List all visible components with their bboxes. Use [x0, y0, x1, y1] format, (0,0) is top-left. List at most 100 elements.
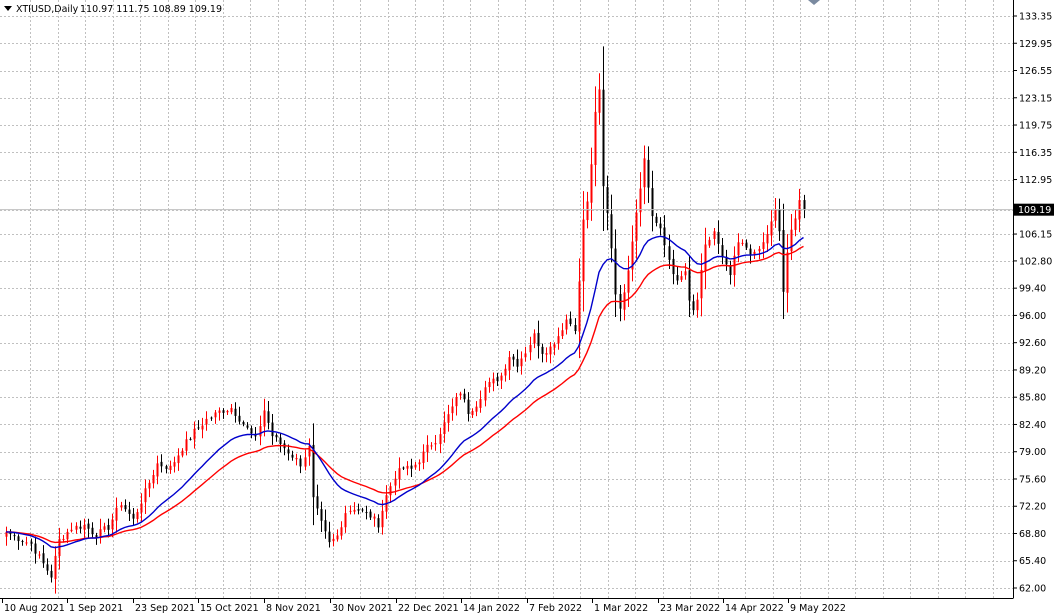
candle-body	[614, 248, 617, 295]
candle-body	[320, 509, 323, 521]
candle-body	[762, 242, 765, 249]
candle-body	[160, 461, 163, 467]
candle-body	[676, 275, 679, 281]
plot-area[interactable]	[0, 0, 1013, 598]
candle-body	[70, 529, 73, 532]
slow-moving-average-line	[5, 245, 804, 544]
ohlc-values: 110.97 111.75 108.89 109.19	[80, 4, 222, 15]
candle-body	[741, 242, 744, 244]
candle-body	[83, 525, 86, 530]
candle-body	[766, 234, 769, 244]
price-axis-label: 99.40	[1019, 284, 1046, 295]
candle-body	[398, 468, 401, 480]
candle-body	[246, 425, 249, 428]
candle-body	[103, 526, 106, 530]
candle-body	[586, 201, 589, 221]
candle-body	[25, 542, 28, 544]
candle-body	[189, 438, 192, 440]
candle-body	[332, 538, 335, 542]
candle-body	[704, 244, 707, 272]
candle-body	[582, 219, 585, 282]
price-axis-label: 85.80	[1019, 393, 1046, 404]
candle-body	[361, 509, 364, 511]
price-axis-label: 68.80	[1019, 529, 1046, 540]
candle-body	[140, 503, 143, 513]
candle-body	[124, 505, 127, 510]
candle-body	[144, 488, 147, 503]
candle-body	[520, 358, 523, 367]
chart-shift-marker-icon[interactable]	[808, 0, 820, 5]
candle-body	[152, 475, 155, 484]
candle-body	[177, 455, 180, 464]
candle-body	[181, 450, 184, 456]
candle-body	[516, 358, 519, 367]
candle-body	[725, 256, 728, 265]
current-price-tag: 109.19	[1014, 203, 1054, 216]
current-price-tag-text: 109.19	[1018, 205, 1051, 216]
candle-body	[708, 239, 711, 246]
candle-body	[389, 486, 392, 496]
candle-body	[545, 353, 548, 355]
time-axis-label: 7 Feb 2022	[529, 603, 582, 614]
candle-body	[463, 393, 466, 400]
candle-body	[414, 464, 417, 468]
candle-body	[107, 525, 110, 530]
candle-body	[250, 428, 253, 434]
price-axis-label: 126.55	[1019, 66, 1052, 77]
candle-body	[590, 164, 593, 203]
candle-body	[631, 241, 634, 270]
candle-body	[537, 332, 540, 347]
candle-body	[238, 415, 241, 422]
candle-body	[304, 457, 307, 467]
candle-body	[569, 318, 572, 325]
time-axis-label: 30 Nov 2021	[332, 603, 393, 614]
candle-body	[700, 269, 703, 299]
candle-body	[295, 457, 298, 460]
candle-body	[696, 299, 699, 311]
candle-body	[529, 344, 532, 353]
candle-body	[230, 407, 233, 413]
candle-body	[745, 242, 748, 248]
chart-menu-arrow-icon[interactable]	[4, 6, 12, 11]
candle-body	[565, 319, 568, 330]
candle-body	[737, 242, 740, 256]
candle-body	[692, 301, 695, 311]
candle-body	[778, 209, 781, 232]
candle-body	[479, 399, 482, 408]
candle-body	[165, 466, 168, 469]
candle-body	[115, 507, 118, 521]
candle-body	[598, 89, 601, 113]
price-axis-label: 65.40	[1019, 556, 1046, 567]
candle-body	[434, 443, 437, 445]
candle-body	[496, 377, 499, 381]
candle-body	[173, 462, 176, 467]
candle-body	[99, 529, 102, 539]
candle-body	[185, 439, 188, 451]
candle-body	[803, 200, 806, 210]
time-axis-label: 14 Jan 2022	[463, 603, 520, 614]
candle-body	[62, 538, 65, 541]
candle-body	[643, 158, 646, 188]
candle-body	[340, 527, 343, 536]
candle-body	[120, 505, 123, 508]
candle-body	[578, 281, 581, 332]
candle-body	[488, 381, 491, 388]
candle-body	[729, 265, 732, 276]
time-axis-label: 23 Mar 2022	[660, 603, 720, 614]
candle-body	[524, 353, 527, 358]
candle-body	[357, 509, 360, 511]
candle-body	[75, 525, 78, 530]
candle-body	[508, 357, 511, 371]
candle-body	[197, 427, 200, 429]
candle-body	[218, 410, 221, 413]
candle-body	[369, 511, 372, 518]
price-axis-labels: 133.35 129.95 126.55 123.15 119.75 116.35 112.…	[1013, 12, 1052, 595]
candle-body	[422, 451, 425, 463]
candle-body	[91, 527, 94, 535]
candle-body	[38, 554, 41, 556]
candle-body	[557, 336, 560, 344]
candle-body	[606, 187, 609, 213]
price-axis-label: 116.35	[1019, 148, 1052, 159]
price-axis-label: 123.15	[1019, 93, 1052, 104]
